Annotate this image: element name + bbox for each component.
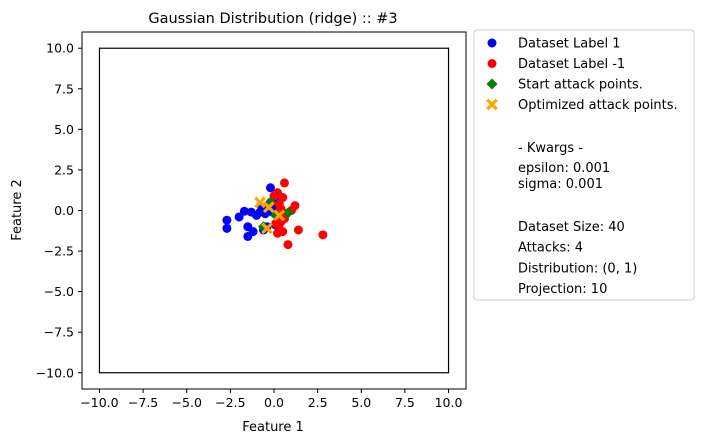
legend-info: Projection: 10 [518, 282, 607, 297]
legend-marker-1 [487, 38, 497, 48]
y-tick-label: 0.0 [54, 203, 74, 218]
x-tick-label: 2.5 [308, 395, 328, 410]
x-tick-label: −10.0 [80, 395, 118, 410]
data-point [261, 222, 273, 235]
y-tick-label: −2.5 [44, 244, 74, 259]
x-tick-label: −5.0 [172, 395, 202, 410]
x-axis-ticks: −10.0 −7.5 −5.0 −2.5 0.0 2.5 5.0 7.5 10.0 [80, 389, 463, 410]
data-point [239, 206, 249, 216]
legend-info: Attacks: 4 [518, 241, 583, 256]
x-tick-label: 10.0 [435, 395, 463, 410]
data-point [234, 212, 244, 222]
y-tick-label: −10.0 [36, 365, 74, 380]
y-tick-label: 5.0 [54, 122, 74, 137]
data-point [273, 209, 286, 222]
y-tick-label: 2.5 [54, 162, 74, 177]
y-tick-label: 7.5 [54, 81, 74, 96]
series-4 [254, 196, 286, 235]
legend-label-2: Dataset Label -1 [518, 57, 625, 72]
data-point [274, 223, 284, 233]
x-tick-label: −2.5 [215, 395, 245, 410]
legend-label-3: Start attack points. [518, 78, 643, 93]
data-point [248, 227, 258, 237]
x-tick-label: 0.0 [264, 395, 284, 410]
data-point [274, 199, 284, 209]
x-axis-label: Feature 1 [242, 420, 304, 435]
y-axis-ticks: −10.0 −7.5 −5.0 −2.5 0.0 2.5 5.0 7.5 10.0 [36, 41, 82, 380]
data-point [318, 230, 328, 240]
legend-marker-2 [487, 59, 497, 68]
legend-kwarg: epsilon: 0.001 [518, 161, 610, 176]
x-tick-label: 5.0 [351, 395, 371, 410]
x-tick-label: 7.5 [395, 395, 415, 410]
x-tick-label: −7.5 [128, 395, 158, 410]
data-points [222, 178, 328, 250]
y-tick-label: −7.5 [44, 325, 74, 340]
bounding-box [98, 47, 450, 374]
data-point [283, 240, 293, 250]
data-point [266, 183, 276, 193]
data-point [222, 223, 232, 233]
data-point [293, 225, 303, 235]
legend-kwargs-header: - Kwargs - [518, 141, 583, 156]
y-tick-label: −5.0 [44, 284, 74, 299]
legend-frame [473, 29, 695, 301]
data-point [254, 196, 266, 209]
chart-title: Gaussian Distribution (ridge) :: #3 [148, 11, 397, 27]
legend-info: Distribution: (0, 1) [518, 261, 637, 276]
legend-kwarg: sigma: 0.001 [518, 177, 603, 192]
legend-marker-3 [486, 78, 498, 90]
legend: Dataset Label 1 Dataset Label -1 Start att… [473, 29, 695, 301]
legend-info: Dataset Size: 40 [518, 220, 625, 235]
legend-marker-4 [486, 98, 498, 111]
y-tick-label: 10.0 [46, 41, 74, 56]
y-axis-label: Feature 2 [10, 179, 25, 241]
legend-label-1: Dataset Label 1 [518, 37, 621, 52]
data-point [222, 215, 232, 225]
data-point [262, 201, 275, 214]
data-point [279, 178, 289, 188]
legend-label-4: Optimized attack points. [518, 98, 678, 113]
data-point [282, 207, 294, 219]
data-point [260, 209, 270, 219]
